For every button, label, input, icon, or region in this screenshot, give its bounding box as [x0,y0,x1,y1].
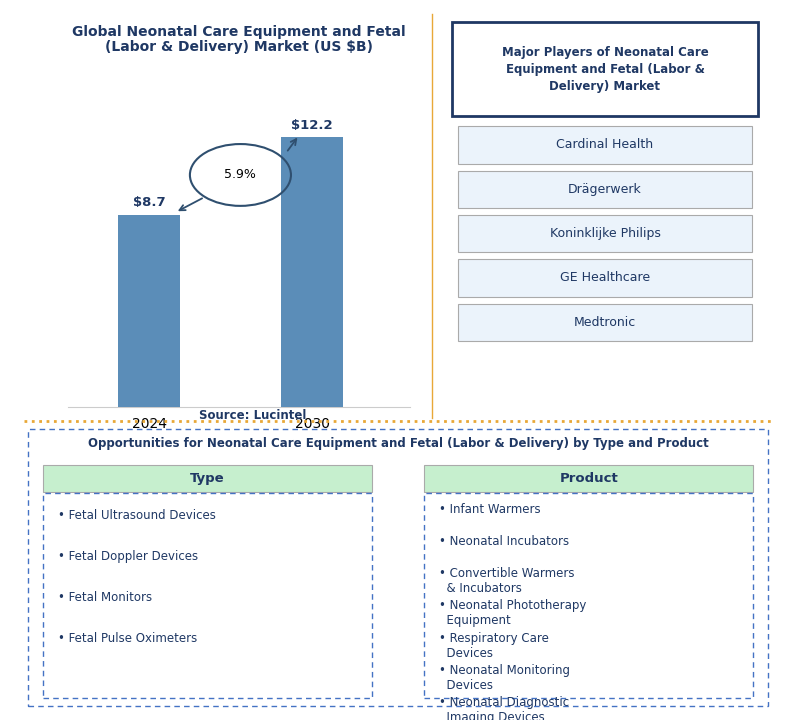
Text: Opportunities for Neonatal Care Equipment and Fetal (Labor & Delivery) by Type a: Opportunities for Neonatal Care Equipmen… [88,437,708,450]
Text: • Infant Warmers: • Infant Warmers [439,503,540,516]
Text: • Fetal Doppler Devices: • Fetal Doppler Devices [57,550,197,563]
Text: GE Healthcare: GE Healthcare [560,271,650,284]
Text: (Labor & Delivery) Market (US $B): (Labor & Delivery) Market (US $B) [105,40,373,53]
Text: Type: Type [190,472,224,485]
Text: Source: Lucintel: Source: Lucintel [199,409,306,422]
Text: 5.9%: 5.9% [224,168,256,181]
FancyBboxPatch shape [458,304,752,341]
Text: $8.7: $8.7 [133,196,166,210]
FancyBboxPatch shape [458,259,752,297]
Text: • Respiratory Care
  Devices: • Respiratory Care Devices [439,631,549,660]
Text: Cardinal Health: Cardinal Health [556,138,654,151]
FancyBboxPatch shape [451,22,759,117]
Text: • Fetal Ultrasound Devices: • Fetal Ultrasound Devices [57,509,216,522]
Text: • Fetal Monitors: • Fetal Monitors [57,591,152,604]
FancyBboxPatch shape [43,464,372,492]
Text: • Fetal Pulse Oximeters: • Fetal Pulse Oximeters [57,632,197,645]
Text: • Neonatal Diagnostic
  Imaging Devices: • Neonatal Diagnostic Imaging Devices [439,696,569,720]
Text: $12.2: $12.2 [291,119,333,132]
Text: Koninklijke Philips: Koninklijke Philips [549,227,661,240]
Text: Major Players of Neonatal Care
Equipment and Fetal (Labor &
Delivery) Market: Major Players of Neonatal Care Equipment… [501,46,708,93]
Text: Medtronic: Medtronic [574,316,636,329]
FancyBboxPatch shape [424,493,753,698]
Text: Drägerwerk: Drägerwerk [568,183,642,196]
FancyBboxPatch shape [458,171,752,208]
Text: • Neonatal Monitoring
  Devices: • Neonatal Monitoring Devices [439,664,570,692]
FancyBboxPatch shape [458,126,752,163]
Text: • Neonatal Phototherapy
  Equipment: • Neonatal Phototherapy Equipment [439,600,587,627]
Text: Global Neonatal Care Equipment and Fetal: Global Neonatal Care Equipment and Fetal [72,25,406,39]
Bar [281,138,343,407]
Text: • Neonatal Incubators: • Neonatal Incubators [439,535,569,548]
FancyBboxPatch shape [28,429,768,706]
Text: Product: Product [560,472,618,485]
FancyBboxPatch shape [424,464,753,492]
FancyBboxPatch shape [458,215,752,252]
Bar [118,215,180,407]
Text: • Convertible Warmers
  & Incubators: • Convertible Warmers & Incubators [439,567,575,595]
FancyBboxPatch shape [43,493,372,698]
